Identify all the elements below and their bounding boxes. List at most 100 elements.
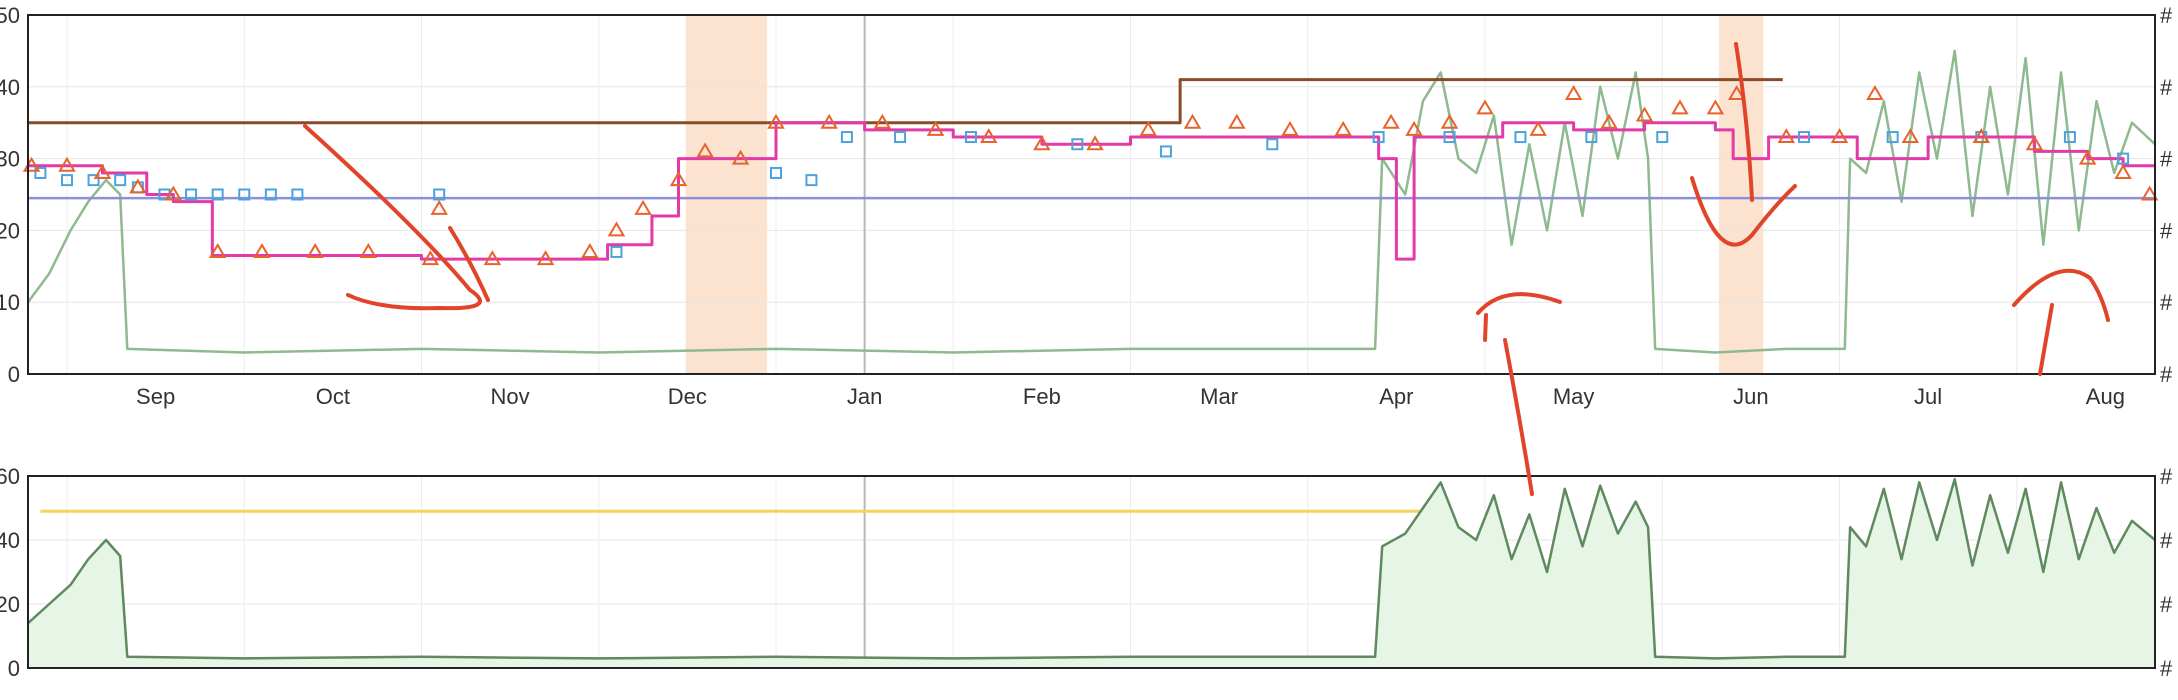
right-axis-tick-label: # [2160, 656, 2173, 681]
square-marker [291, 188, 304, 201]
right-axis-tick-label: # [2160, 147, 2173, 172]
triangle-marker [129, 178, 147, 194]
square-marker [87, 174, 100, 187]
red-annotation-stroke [448, 226, 490, 302]
x-tick-label: Aug [2086, 384, 2125, 409]
triangle-marker [208, 242, 227, 258]
triangle-marker [1405, 120, 1423, 136]
triangle-marker [93, 163, 112, 179]
red-annotation-stroke [1690, 176, 1797, 247]
triangle-marker [421, 250, 440, 266]
triangle-marker [634, 199, 652, 215]
triangle-marker [1228, 113, 1246, 129]
right-axis-tick-label: # [2160, 592, 2173, 617]
square-marker [1656, 131, 1669, 144]
triangle-marker [306, 242, 324, 258]
square-marker [1443, 131, 1456, 144]
triangle-marker [1564, 84, 1583, 100]
square-marker [1585, 131, 1598, 144]
triangle-marker [669, 171, 688, 187]
square-marker [2117, 152, 2130, 165]
square-marker [264, 188, 277, 201]
x-tick-label: May [1553, 384, 1595, 409]
y-tick-label: 0 [8, 656, 20, 681]
y-tick-label: 60 [0, 464, 20, 489]
triangle-marker [1777, 128, 1796, 144]
y-tick-label: 40 [0, 75, 20, 100]
series-line-0 [26, 49, 2156, 354]
right-axis-tick-label: # [2160, 362, 2173, 387]
triangle-marker [1635, 106, 1654, 122]
y-tick-label: 20 [0, 218, 20, 243]
triangle-marker [2025, 135, 2044, 151]
x-tick-label: Sep [136, 384, 175, 409]
square-marker [840, 131, 853, 144]
series-line-0 [27, 477, 2156, 660]
triangle-marker [1281, 120, 1299, 136]
triangle-marker [979, 128, 998, 144]
square-marker [34, 166, 47, 179]
square-marker [185, 188, 198, 201]
x-tick-label: Jun [1733, 384, 1768, 409]
right-axis-tick-label: # [2160, 528, 2173, 553]
y-tick-label: 30 [0, 147, 20, 172]
triangle-marker [1382, 113, 1400, 129]
square-marker [114, 174, 127, 187]
triangle-marker [536, 250, 555, 266]
square-marker [433, 188, 446, 201]
triangle-marker [359, 242, 378, 258]
triangle-marker [58, 156, 76, 172]
plot-frame [27, 14, 2156, 375]
triangle-marker [820, 113, 838, 129]
square-marker [1159, 145, 1172, 158]
y-tick-label: 10 [0, 290, 20, 315]
square-marker [60, 174, 73, 187]
triangle-marker [1600, 113, 1618, 129]
square-marker [1071, 138, 1084, 151]
triangle-marker [926, 120, 945, 136]
triangle-marker [1440, 113, 1459, 129]
right-axis-tick-label: # [2160, 464, 2173, 489]
right-axis-tick-label: # [2160, 3, 2173, 28]
square-marker [211, 188, 224, 201]
x-tick-label: Oct [316, 384, 350, 409]
triangle-marker [1706, 99, 1725, 115]
x-tick-label: Apr [1379, 384, 1413, 409]
triangle-marker [1033, 135, 1051, 151]
square-marker [610, 245, 623, 258]
square-marker [894, 131, 907, 144]
shaded-range [685, 15, 768, 374]
x-tick-label: Mar [1200, 384, 1238, 409]
triangle-marker [1671, 99, 1689, 115]
triangle-marker [164, 185, 183, 201]
triangle-marker [2114, 163, 2132, 179]
y-tick-label: 20 [0, 592, 20, 617]
red-annotation-stroke [2012, 268, 2110, 322]
red-annotation-stroke [2038, 303, 2054, 376]
series-line-1 [28, 78, 1783, 125]
square-marker [805, 174, 818, 187]
y-tick-label: 50 [0, 3, 20, 28]
series-line-3 [28, 121, 2155, 261]
right-axis-tick-label: # [2160, 75, 2173, 100]
x-tick-label: Feb [1023, 384, 1061, 409]
x-tick-label: Jan [847, 384, 882, 409]
x-tick-label: Jul [1914, 384, 1942, 409]
square-marker [238, 188, 251, 201]
triangle-marker [607, 221, 626, 237]
triangle-marker [1866, 84, 1884, 100]
bottom-panel: 0 20 40 60 # # # # [0, 464, 2173, 681]
x-tick-label: Nov [491, 384, 530, 409]
red-annotation-stroke [1483, 313, 1488, 342]
red-annotation-stroke [303, 124, 482, 311]
triangle-marker [2078, 149, 2097, 165]
triangle-marker [1972, 128, 1991, 144]
triangle-marker [1727, 84, 1746, 100]
triangle-marker [696, 142, 714, 158]
triangle-marker [2140, 185, 2159, 201]
top-panel: 0 10 20 30 40 50 # # # # # # Sep Oct Nov Dec Jan Feb Mar Ap… [0, 3, 2173, 409]
right-axis-tick-label: # [2160, 218, 2173, 243]
square-marker [1372, 131, 1385, 144]
triangle-marker [1901, 128, 1920, 144]
